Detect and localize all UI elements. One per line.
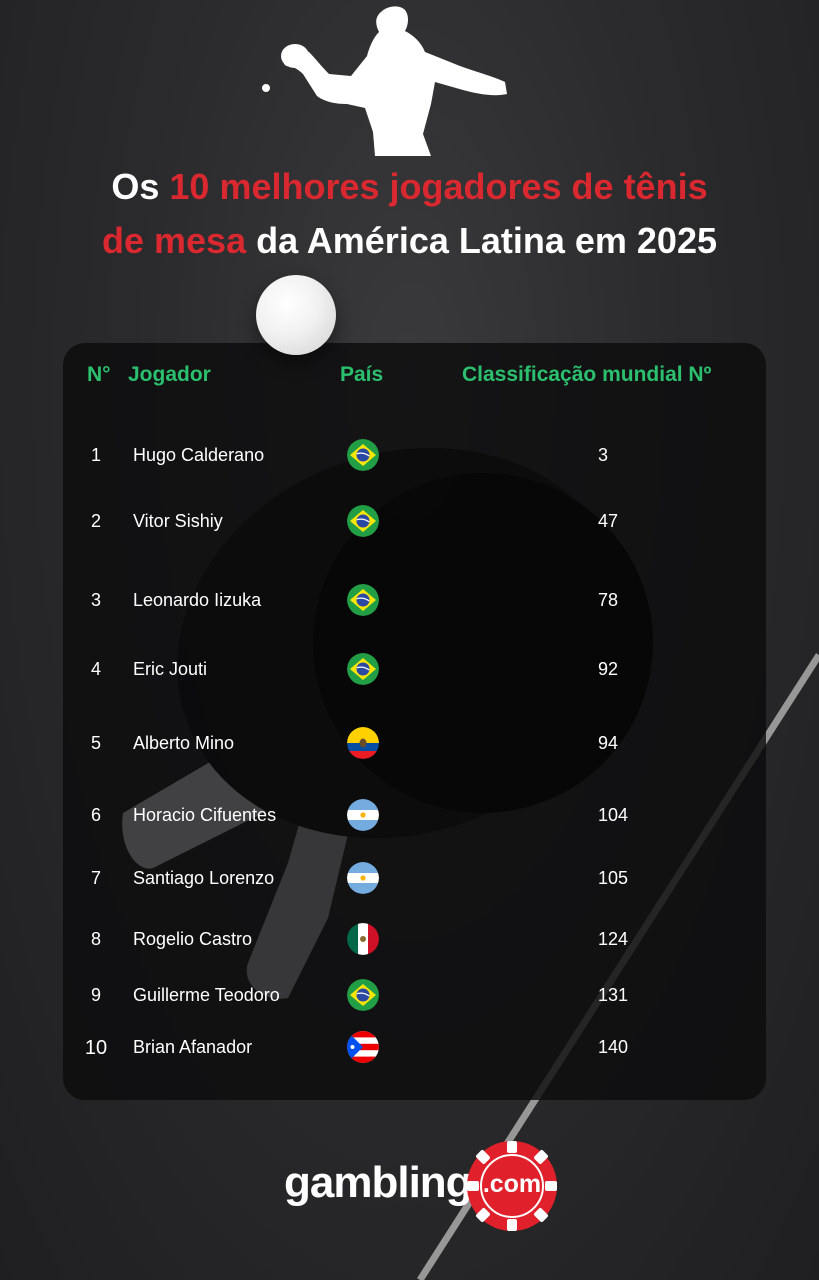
row-number: 1 — [83, 445, 109, 466]
header-country: País — [340, 363, 383, 387]
mexico-flag-icon — [347, 923, 379, 955]
ranking-table: N° Jogador País Classificação mundial Nº… — [63, 343, 766, 1100]
header-player: Jogador — [128, 363, 211, 387]
ecuador-flag-icon — [347, 727, 379, 759]
player-name: Alberto Mino — [133, 733, 234, 754]
title-highlight-2: de mesa — [102, 220, 246, 261]
world-rank: 105 — [598, 868, 628, 889]
logo-suffix: .com — [466, 1170, 558, 1199]
brazil-flag-icon — [347, 505, 379, 537]
puerto-rico-flag-icon — [347, 1031, 379, 1063]
world-rank: 124 — [598, 929, 628, 950]
player-name: Vitor Sishiy — [133, 511, 223, 532]
logo-wordmark: gambling — [284, 1158, 472, 1208]
player-name: Brian Afanador — [133, 1037, 252, 1058]
title-part-4: da América Latina em 2025 — [246, 220, 717, 261]
title-highlight-1: 10 melhores jogadores de tênis — [169, 166, 707, 207]
argentina-flag-icon — [347, 862, 379, 894]
player-silhouette-icon — [255, 4, 515, 159]
table-row: 5 Alberto Mino 94 — [63, 723, 766, 763]
title-line-1: Os 10 melhores jogadores de tênis — [0, 160, 819, 214]
table-row: 10 Brian Afanador 140 — [63, 1027, 766, 1067]
player-name: Horacio Cifuentes — [133, 805, 276, 826]
row-number: 3 — [83, 590, 109, 611]
table-row: 2 Vitor Sishiy 47 — [63, 501, 766, 541]
ping-pong-ball-icon — [256, 275, 336, 355]
world-rank: 78 — [598, 590, 618, 611]
page-title: Os 10 melhores jogadores de tênis de mes… — [0, 160, 819, 268]
row-number: 10 — [83, 1037, 109, 1060]
row-number: 4 — [83, 659, 109, 680]
world-rank: 104 — [598, 805, 628, 826]
world-rank: 92 — [598, 659, 618, 680]
table-row: 3 Leonardo Iizuka 78 — [63, 580, 766, 620]
row-number: 5 — [83, 733, 109, 754]
world-rank: 3 — [598, 445, 608, 466]
player-name: Rogelio Castro — [133, 929, 252, 950]
poker-chip-icon: .com — [466, 1140, 558, 1232]
table-row: 8 Rogelio Castro 124 — [63, 919, 766, 959]
title-part-1: Os — [111, 166, 169, 207]
player-name: Santiago Lorenzo — [133, 868, 274, 889]
argentina-flag-icon — [347, 799, 379, 831]
row-number: 2 — [83, 511, 109, 532]
world-rank: 131 — [598, 985, 628, 1006]
row-number: 9 — [83, 985, 109, 1006]
brazil-flag-icon — [347, 979, 379, 1011]
table-row: 6 Horacio Cifuentes 104 — [63, 795, 766, 835]
row-number: 8 — [83, 929, 109, 950]
player-name: Hugo Calderano — [133, 445, 264, 466]
world-rank: 140 — [598, 1037, 628, 1058]
table-row: 4 Eric Jouti 92 — [63, 649, 766, 689]
player-name: Guillerme Teodoro — [133, 985, 280, 1006]
player-name: Leonardo Iizuka — [133, 590, 261, 611]
gambling-com-logo: gambling .com — [284, 1140, 564, 1232]
table-row: 9 Guillerme Teodoro 131 — [63, 975, 766, 1015]
brazil-flag-icon — [347, 584, 379, 616]
table-row: 1 Hugo Calderano 3 — [63, 435, 766, 475]
title-line-2: de mesa da América Latina em 2025 — [0, 214, 819, 268]
row-number: 7 — [83, 868, 109, 889]
header-world-rank: Classificação mundial Nº — [462, 363, 711, 387]
world-rank: 47 — [598, 511, 618, 532]
brazil-flag-icon — [347, 439, 379, 471]
header-number: N° — [87, 363, 111, 387]
brazil-flag-icon — [347, 653, 379, 685]
row-number: 6 — [83, 805, 109, 826]
table-row: 7 Santiago Lorenzo 105 — [63, 858, 766, 898]
player-name: Eric Jouti — [133, 659, 207, 680]
world-rank: 94 — [598, 733, 618, 754]
